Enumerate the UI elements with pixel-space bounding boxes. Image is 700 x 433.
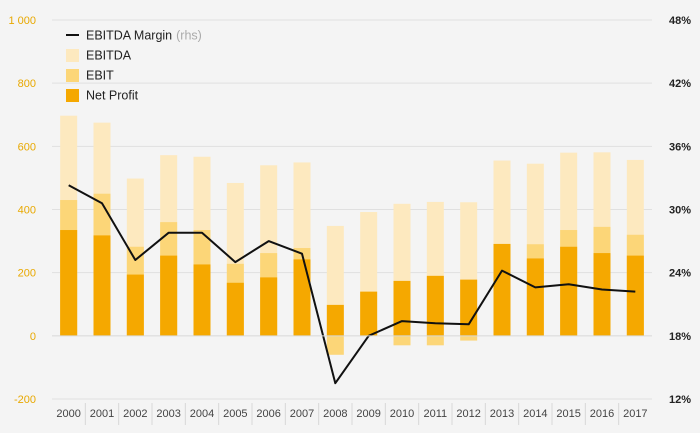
- y-left-tick-label: 200: [18, 268, 36, 280]
- axes: -200 0 200 400 600 800 1 000 12% 18% 24% 30% 36% 42%…: [8, 15, 691, 425]
- x-tick-label-2002: 2002: [123, 408, 147, 420]
- legend-swatch-net-profit: [66, 89, 79, 102]
- x-tick-label-2005: 2005: [223, 408, 247, 420]
- bar-net-profit-2006: [260, 277, 278, 336]
- bar-net-profit-2009: [360, 291, 378, 336]
- y-right-tick-label: 18%: [669, 331, 691, 343]
- x-tick-label-2009: 2009: [356, 408, 380, 420]
- bar-ebit-2011: [426, 335, 444, 346]
- y-left-tick-label: 800: [18, 78, 36, 90]
- legend: EBITDA Margin (rhs) EBITDA EBIT Net Profit: [66, 29, 202, 103]
- y-left-tick-label: -200: [14, 394, 36, 406]
- x-tick-label-2017: 2017: [623, 408, 647, 420]
- x-tick-label-2013: 2013: [490, 408, 514, 420]
- bar-ebit-2012: [460, 335, 478, 341]
- ebitda-margin-line: [68, 184, 636, 385]
- bar-net-profit-2002: [126, 274, 144, 336]
- legend-label-ebit: EBIT: [86, 69, 114, 83]
- y-left-tick-label: 1 000: [8, 15, 36, 27]
- bar-ebit-2010: [393, 335, 411, 346]
- y-right-tick-label: 24%: [669, 268, 691, 280]
- bar-net-profit-2017: [626, 255, 644, 336]
- bar-net-profit-2001: [93, 235, 111, 336]
- x-tick-label-2012: 2012: [456, 408, 480, 420]
- y-left-tick-label: 0: [30, 331, 36, 343]
- x-tick-label-2004: 2004: [190, 408, 214, 420]
- legend-swatch-ebit: [66, 69, 79, 82]
- bar-ebit-2008: [326, 335, 344, 355]
- y-right-tick-label: 42%: [669, 78, 691, 90]
- legend-swatch-ebitda: [66, 49, 79, 62]
- bar-net-profit-2012: [460, 279, 478, 336]
- x-tick-label-2016: 2016: [590, 408, 614, 420]
- margin-line: [68, 184, 636, 385]
- x-tick-label-2001: 2001: [90, 408, 114, 420]
- y-right-tick-label: 12%: [669, 394, 691, 406]
- bar-net-profit-2011: [426, 275, 444, 336]
- bar-net-profit-2010: [393, 280, 411, 336]
- x-tick-label-2008: 2008: [323, 408, 347, 420]
- bar-net-profit-2015: [560, 246, 578, 336]
- x-tick-label-2007: 2007: [290, 408, 314, 420]
- bar-net-profit-2005: [226, 282, 244, 336]
- x-tick-label-2014: 2014: [523, 408, 547, 420]
- x-tick-label-2006: 2006: [256, 408, 280, 420]
- bar-net-profit-2016: [593, 253, 611, 336]
- y-right-tick-label: 36%: [669, 141, 691, 153]
- legend-suffix-rhs: (rhs): [176, 29, 202, 43]
- y-left-tick-label: 400: [18, 205, 36, 217]
- y-right-tick-label: 30%: [669, 205, 691, 217]
- bar-net-profit-2004: [193, 264, 211, 336]
- bar-net-profit-2014: [526, 258, 544, 336]
- gridlines: [52, 19, 652, 400]
- x-tick-label-2000: 2000: [56, 408, 80, 420]
- bar-net-profit-2008: [326, 304, 344, 336]
- y-right-tick-label: 48%: [669, 15, 691, 27]
- x-tick-label-2011: 2011: [424, 408, 448, 420]
- bar-net-profit-2007: [293, 259, 311, 336]
- bar-net-profit-2013: [493, 243, 511, 336]
- x-tick-label-2015: 2015: [556, 408, 580, 420]
- legend-label-ebitda-margin: EBITDA Margin (rhs): [86, 29, 202, 43]
- legend-label-net-profit: Net Profit: [86, 89, 139, 103]
- x-tick-label-2010: 2010: [390, 408, 414, 420]
- legend-label-ebitda: EBITDA: [86, 49, 132, 63]
- bar-net-profit-2003: [160, 255, 178, 336]
- y-left-tick-label: 600: [18, 141, 36, 153]
- bars: [60, 115, 644, 355]
- bar-net-profit-2000: [60, 230, 78, 336]
- x-tick-label-2003: 2003: [156, 408, 180, 420]
